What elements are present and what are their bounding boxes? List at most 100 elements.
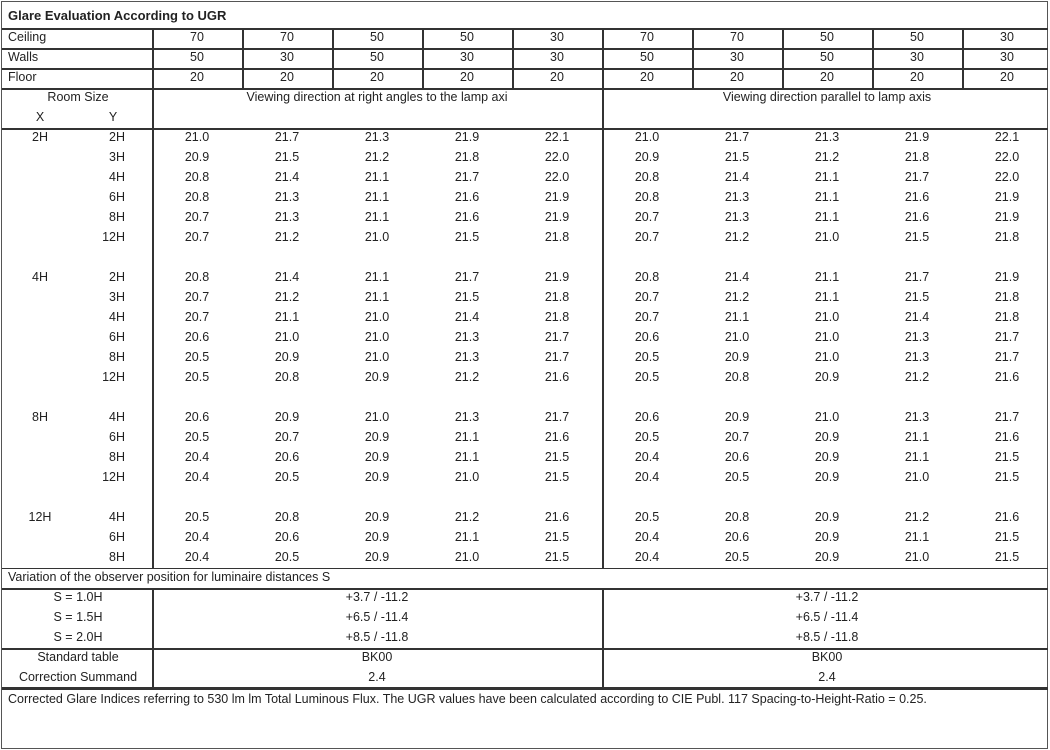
ugr-parallel-value: 21.0 [814,230,840,244]
ugr-right-angle-value: 21.0 [364,330,390,344]
ugr-right-angle-value: 20.6 [274,530,300,544]
divider [872,28,874,88]
ugr-parallel-value: 20.8 [724,510,750,524]
ugr-parallel-value: 20.7 [634,290,660,304]
ugr-right-angle-value: 21.0 [364,310,390,324]
ugr-right-angle-value: 22.1 [544,130,570,144]
divider [2,568,1048,569]
ugr-right-angle-value: 21.0 [274,330,300,344]
ugr-right-angle-value: 21.5 [544,470,570,484]
ugr-right-angle-value: 21.7 [544,350,570,364]
reflectance-value: 70 [190,30,204,44]
ugr-parallel-value: 20.6 [634,410,660,424]
room-x-value: 2H [32,130,48,144]
standard-right-value: BK00 [361,650,393,664]
room-y-value: 12H [102,230,125,244]
ugr-parallel-value: 21.0 [814,410,840,424]
reflectance-value: 50 [820,50,834,64]
ugr-parallel-value: 21.1 [814,290,840,304]
ugr-parallel-value: 21.3 [814,130,840,144]
variation-label: S = 1.5H [53,610,103,624]
ugr-right-angle-value: 21.1 [364,170,390,184]
room-x-value: 4H [32,270,48,284]
ugr-right-angle-value: 20.7 [184,310,210,324]
ugr-right-angle-value: 21.2 [454,370,480,384]
variation-right-value: +8.5 / -11.8 [345,630,409,644]
ugr-parallel-value: 22.0 [994,150,1020,164]
ugr-parallel-value: 21.8 [994,310,1020,324]
ugr-parallel-value: 21.0 [814,350,840,364]
ugr-right-angle-value: 20.9 [364,450,390,464]
room-y-value: 2H [109,130,125,144]
ugr-parallel-value: 20.6 [724,530,750,544]
standard-right-value: 2.4 [368,670,386,684]
ugr-right-angle-value: 21.4 [274,170,300,184]
ugr-right-angle-value: 21.7 [544,330,570,344]
ugr-right-angle-value: 21.1 [454,450,480,464]
reflectance-label-ceiling: Ceiling [8,30,47,44]
variation-right-value: +6.5 / -11.4 [345,610,409,624]
ugr-right-angle-value: 21.4 [274,270,300,284]
ugr-parallel-value: 20.5 [724,470,750,484]
ugr-right-angle-value: 21.5 [544,530,570,544]
ugr-right-angle-value: 21.3 [454,410,480,424]
reflectance-value: 50 [910,30,924,44]
variation-parallel-value: +6.5 / -11.4 [795,610,859,624]
ugr-right-angle-value: 20.4 [184,550,210,564]
ugr-parallel-value: 20.5 [724,550,750,564]
divider [152,88,154,568]
ugr-parallel-value: 20.4 [634,530,660,544]
divider [2,28,1048,30]
ugr-parallel-value: 21.2 [814,150,840,164]
standard-parallel-value: 2.4 [818,670,836,684]
ugr-parallel-value: 20.5 [634,350,660,364]
ugr-right-angle-value: 20.5 [184,510,210,524]
standard-parallel-value: BK00 [811,650,843,664]
ugr-right-angle-value: 21.2 [454,510,480,524]
ugr-right-angle-value: 20.7 [184,230,210,244]
ugr-right-angle-value: 20.7 [184,210,210,224]
reflectance-value: 70 [280,30,294,44]
ugr-parallel-value: 21.3 [904,350,930,364]
ugr-right-angle-value: 21.8 [544,290,570,304]
ugr-parallel-value: 20.5 [634,430,660,444]
room-y-value: 6H [109,530,125,544]
ugr-right-angle-value: 20.5 [184,370,210,384]
ugr-parallel-value: 20.7 [724,430,750,444]
reflectance-value: 20 [550,70,564,84]
divider [2,687,1048,690]
ugr-right-angle-value: 21.3 [454,330,480,344]
reflectance-value: 30 [1000,30,1014,44]
ugr-parallel-value: 22.0 [994,170,1020,184]
room-y-value: 8H [109,210,125,224]
ugr-parallel-value: 21.1 [814,210,840,224]
ugr-parallel-value: 21.2 [724,230,750,244]
reflectance-value: 20 [460,70,474,84]
room-x-value: 8H [32,410,48,424]
ugr-parallel-value: 20.8 [724,370,750,384]
reflectance-value: 20 [370,70,384,84]
footer-note: Corrected Glare Indices referring to 530… [8,692,927,706]
ugr-right-angle-value: 20.5 [184,350,210,364]
ugr-right-angle-value: 21.2 [364,150,390,164]
divider [2,648,1048,650]
ugr-right-angle-value: 21.8 [544,230,570,244]
ugr-right-angle-value: 21.9 [544,190,570,204]
variation-label: S = 2.0H [53,630,103,644]
ugr-right-angle-value: 20.9 [364,430,390,444]
ugr-parallel-value: 21.4 [904,310,930,324]
reflectance-value: 20 [730,70,744,84]
ugr-parallel-value: 20.9 [814,370,840,384]
ugr-parallel-value: 20.7 [634,310,660,324]
ugr-right-angle-value: 21.0 [364,410,390,424]
room-y-value: 4H [109,510,125,524]
reflectance-value: 50 [460,30,474,44]
room-y-value: 6H [109,190,125,204]
ugr-right-angle-value: 20.7 [184,290,210,304]
ugr-parallel-value: 20.9 [814,510,840,524]
divider [2,48,1048,50]
ugr-right-angle-value: 20.8 [184,170,210,184]
divider [2,88,1048,90]
ugr-parallel-value: 21.3 [724,210,750,224]
ugr-right-angle-value: 21.6 [454,190,480,204]
